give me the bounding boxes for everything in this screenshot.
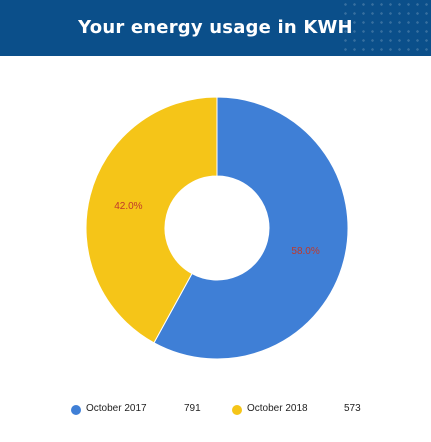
legend-dot-october-2018	[232, 405, 242, 415]
legend-dot-october-2017	[71, 405, 81, 415]
legend-label-october-2017: October 2017	[86, 403, 147, 414]
header-bar: Your energy usage in KWH	[0, 0, 431, 56]
slice-october-2017[interactable]	[153, 96, 349, 360]
legend-label-october-2018: October 2018	[247, 403, 308, 414]
chart-legend: October 2017 791 October 2018 573	[0, 398, 431, 420]
legend-value-october-2017: 791	[184, 403, 201, 414]
slice-label-october-2018: 42.0%	[114, 201, 142, 212]
slice-label-october-2017: 58.0%	[291, 246, 319, 257]
slice-october-2018[interactable]	[85, 96, 218, 344]
header-dot-pattern	[341, 0, 431, 56]
legend-value-october-2018: 573	[344, 403, 361, 414]
page-title: Your energy usage in KWH	[78, 17, 353, 38]
donut-chart: 58.0% 42.0%	[85, 96, 349, 360]
